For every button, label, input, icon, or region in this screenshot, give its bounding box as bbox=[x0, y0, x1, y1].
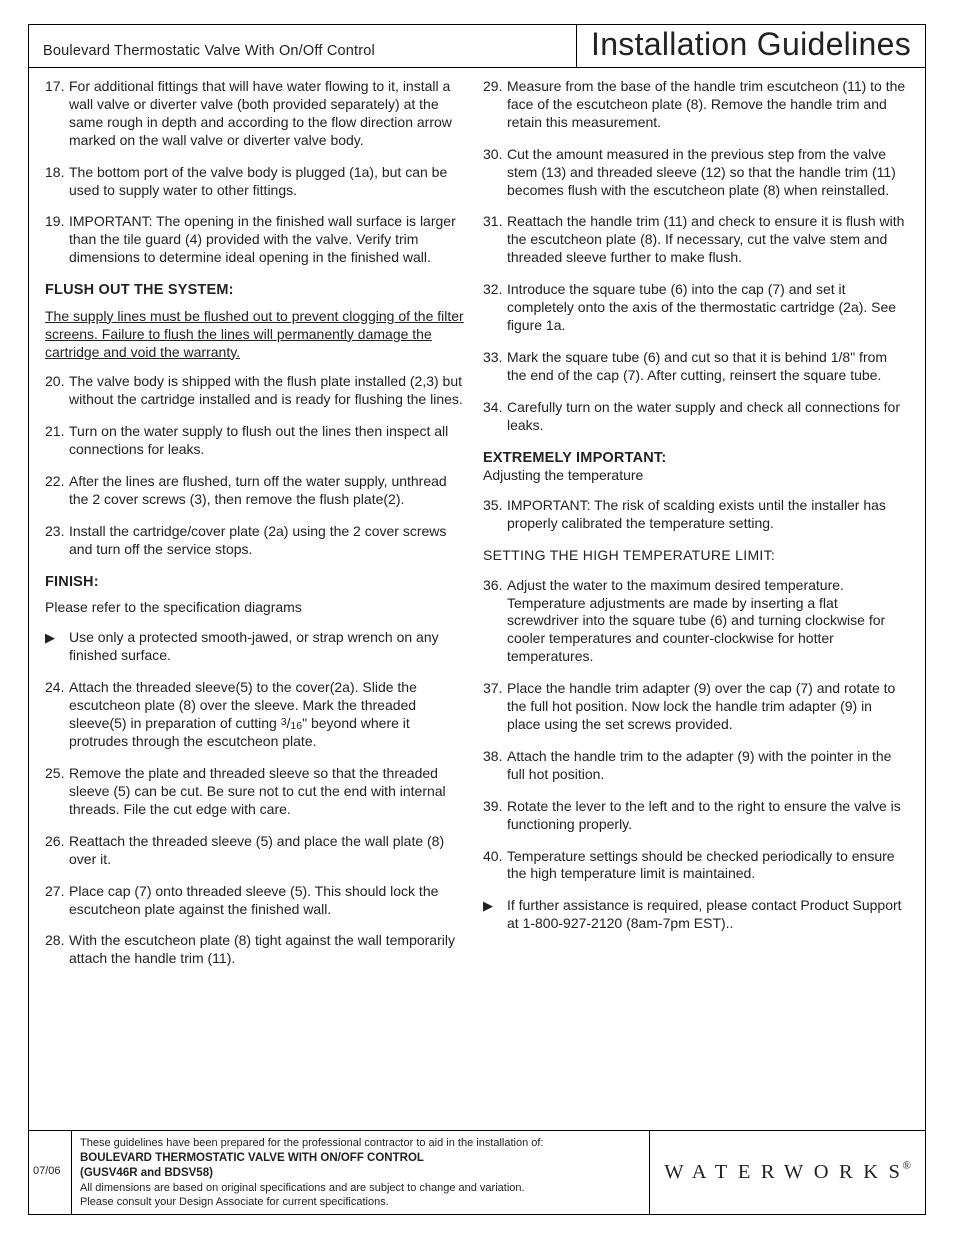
step-39: 39.Rotate the lever to the left and to t… bbox=[483, 798, 909, 834]
step-18-text: The bottom port of the valve body is plu… bbox=[69, 164, 465, 200]
step-36-text: Adjust the water to the maximum desired … bbox=[507, 577, 909, 667]
step-20: 20.The valve body is shipped with the fl… bbox=[45, 373, 465, 409]
column-right: 29.Measure from the base of the handle t… bbox=[477, 68, 925, 1130]
footer-date: 07/06 bbox=[29, 1131, 72, 1214]
step-31-text: Reattach the handle trim (11) and check … bbox=[507, 213, 909, 267]
footer-line1: These guidelines have been prepared for … bbox=[80, 1137, 544, 1149]
step-33: 33.Mark the square tube (6) and cut so t… bbox=[483, 349, 909, 385]
step-32-text: Introduce the square tube (6) into the c… bbox=[507, 281, 909, 335]
bullet-support: ▶ If further assistance is required, ple… bbox=[483, 897, 909, 933]
section-flush-title: FLUSH OUT THE SYSTEM: bbox=[45, 281, 465, 300]
step-32: 32.Introduce the square tube (6) into th… bbox=[483, 281, 909, 335]
doc-title: Installation Guidelines bbox=[576, 25, 925, 67]
step-22-text: After the lines are flushed, turn off th… bbox=[69, 473, 465, 509]
finish-note: Please refer to the specification diagra… bbox=[45, 599, 465, 617]
step-38: 38.Attach the handle trim to the adapter… bbox=[483, 748, 909, 784]
section-important-title: EXTREMELY IMPORTANT: bbox=[483, 449, 909, 468]
step-17: 17.For additional fittings that will hav… bbox=[45, 78, 465, 150]
step-31: 31.Reattach the handle trim (11) and che… bbox=[483, 213, 909, 267]
step-23-text: Install the cartridge/cover plate (2a) u… bbox=[69, 523, 465, 559]
step-35: 35.IMPORTANT: The risk of scalding exist… bbox=[483, 497, 909, 533]
step-30: 30.Cut the amount measured in the previo… bbox=[483, 146, 909, 200]
step-21: 21.Turn on the water supply to flush out… bbox=[45, 423, 465, 459]
step-37-text: Place the handle trim adapter (9) over t… bbox=[507, 680, 909, 734]
step-17-text: For additional fittings that will have w… bbox=[69, 78, 465, 150]
body-columns: 17.For additional fittings that will hav… bbox=[29, 68, 925, 1130]
logo-text: WATERWORKS bbox=[664, 1161, 910, 1184]
step-24-text: Attach the threaded sleeve(5) to the cov… bbox=[69, 679, 465, 751]
bullet-wrench: ▶ Use only a protected smooth-jawed, or … bbox=[45, 629, 465, 665]
page: Boulevard Thermostatic Valve With On/Off… bbox=[0, 0, 954, 1235]
section-finish-title: FINISH: bbox=[45, 573, 465, 592]
step-36: 36.Adjust the water to the maximum desir… bbox=[483, 577, 909, 667]
column-left: 17.For additional fittings that will hav… bbox=[29, 68, 477, 1130]
step-21-text: Turn on the water supply to flush out th… bbox=[69, 423, 465, 459]
step-35-text: IMPORTANT: The risk of scalding exists u… bbox=[507, 497, 909, 533]
step-34-text: Carefully turn on the water supply and c… bbox=[507, 399, 909, 435]
important-subtitle: Adjusting the temperature bbox=[483, 467, 909, 485]
step-34: 34.Carefully turn on the water supply an… bbox=[483, 399, 909, 435]
footer-line3: (GUSV46R and BDSV58) bbox=[80, 1167, 213, 1179]
step-27: 27.Place cap (7) onto threaded sleeve (5… bbox=[45, 883, 465, 919]
arrow-icon: ▶ bbox=[483, 898, 507, 934]
flush-warning: The supply lines must be flushed out to … bbox=[45, 308, 465, 362]
step-40-text: Temperature settings should be checked p… bbox=[507, 848, 909, 884]
step-38-text: Attach the handle trim to the adapter (9… bbox=[507, 748, 909, 784]
step-27-text: Place cap (7) onto threaded sleeve (5). … bbox=[69, 883, 465, 919]
product-name: Boulevard Thermostatic Valve With On/Off… bbox=[29, 25, 576, 67]
step-22: 22.After the lines are flushed, turn off… bbox=[45, 473, 465, 509]
footer: 07/06 These guidelines have been prepare… bbox=[29, 1130, 925, 1214]
footer-line2: BOULEVARD THERMOSTATIC VALVE WITH ON/OFF… bbox=[80, 1152, 424, 1164]
step-25: 25.Remove the plate and threaded sleeve … bbox=[45, 765, 465, 819]
step-20-text: The valve body is shipped with the flush… bbox=[69, 373, 465, 409]
step-28-text: With the escutcheon plate (8) tight agai… bbox=[69, 932, 465, 968]
bullet-wrench-text: Use only a protected smooth-jawed, or st… bbox=[69, 629, 465, 665]
step-18: 18.The bottom port of the valve body is … bbox=[45, 164, 465, 200]
step-28: 28. With the escutcheon plate (8) tight … bbox=[45, 932, 465, 968]
step-29-text: Measure from the base of the handle trim… bbox=[507, 78, 909, 132]
step-30-text: Cut the amount measured in the previous … bbox=[507, 146, 909, 200]
step-24: 24. Attach the threaded sleeve(5) to the… bbox=[45, 679, 465, 751]
step-19-text: IMPORTANT: The opening in the finished w… bbox=[69, 213, 465, 267]
step-19: 19.IMPORTANT: The opening in the finishe… bbox=[45, 213, 465, 267]
step-26-text: Reattach the threaded sleeve (5) and pla… bbox=[69, 833, 465, 869]
step-40: 40.Temperature settings should be checke… bbox=[483, 848, 909, 884]
document-frame: Boulevard Thermostatic Valve With On/Off… bbox=[28, 24, 926, 1215]
section-setlimit-title: SETTING THE HIGH TEMPERATURE LIMIT: bbox=[483, 547, 909, 565]
step-23: 23.Install the cartridge/cover plate (2a… bbox=[45, 523, 465, 559]
step-25-text: Remove the plate and threaded sleeve so … bbox=[69, 765, 465, 819]
footer-text: These guidelines have been prepared for … bbox=[72, 1131, 650, 1214]
bullet-support-text: If further assistance is required, pleas… bbox=[507, 897, 909, 933]
step-29: 29.Measure from the base of the handle t… bbox=[483, 78, 909, 132]
footer-line5: Please consult your Design Associate for… bbox=[80, 1196, 389, 1208]
arrow-icon: ▶ bbox=[45, 630, 69, 666]
step-26: 26.Reattach the threaded sleeve (5) and … bbox=[45, 833, 465, 869]
footer-logo: WATERWORKS® bbox=[650, 1131, 925, 1214]
step-33-text: Mark the square tube (6) and cut so that… bbox=[507, 349, 909, 385]
step-39-text: Rotate the lever to the left and to the … bbox=[507, 798, 909, 834]
step-37: 37.Place the handle trim adapter (9) ove… bbox=[483, 680, 909, 734]
footer-line4: All dimensions are based on original spe… bbox=[80, 1182, 525, 1194]
header-row: Boulevard Thermostatic Valve With On/Off… bbox=[29, 25, 925, 68]
